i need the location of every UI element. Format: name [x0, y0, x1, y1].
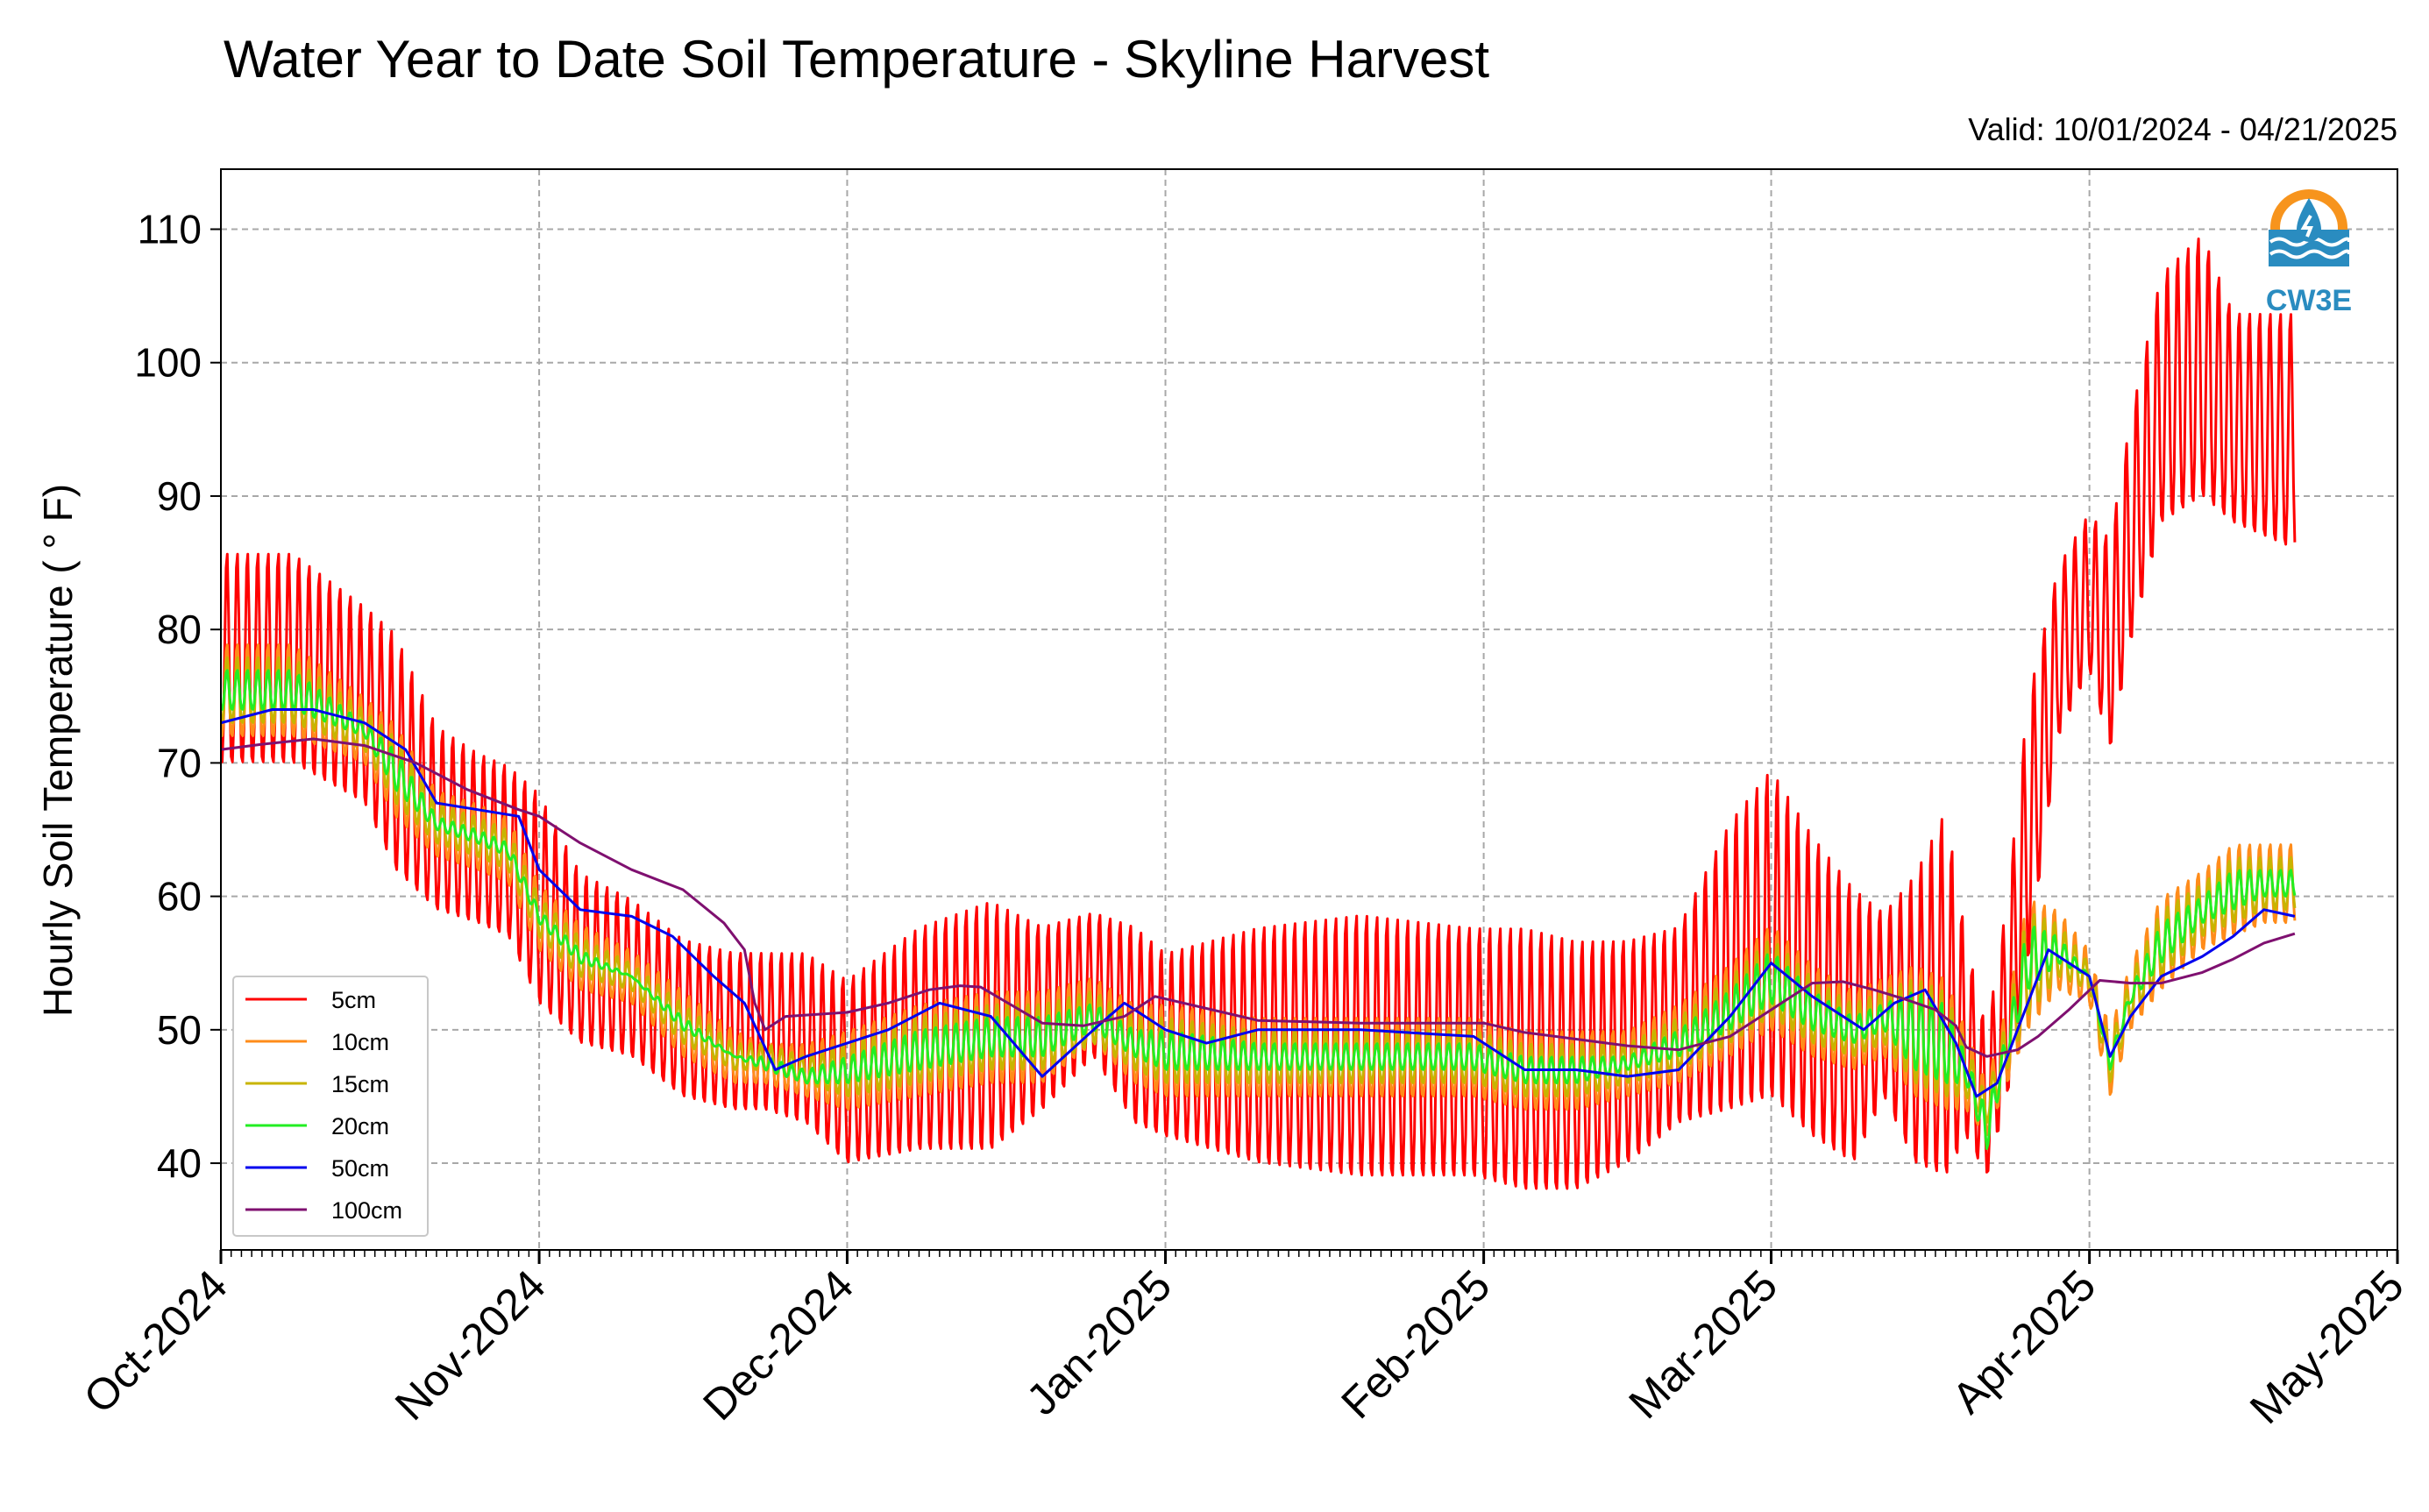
- x-tick-label: Oct-2024: [75, 1260, 237, 1423]
- x-tick-label: May-2025: [2241, 1260, 2413, 1433]
- legend-label-100cm: 100cm: [331, 1197, 402, 1224]
- y-axis-label: Hourly Soil Temperature ( ° F): [35, 484, 81, 1017]
- legend-label-20cm: 20cm: [331, 1113, 389, 1139]
- legend-label-5cm: 5cm: [331, 987, 376, 1013]
- y-tick-label: 40: [157, 1140, 202, 1186]
- y-tick-label: 80: [157, 607, 202, 652]
- series-line-5cm: [221, 238, 2297, 1190]
- y-tick-label: 50: [157, 1007, 202, 1053]
- series-line-50cm: [221, 708, 2296, 1098]
- x-tick-label: Jan-2025: [1017, 1260, 1181, 1424]
- x-tick-label: Dec-2024: [693, 1260, 863, 1430]
- chart-title: Water Year to Date Soil Temperature - Sk…: [224, 30, 1489, 89]
- legend-label-10cm: 10cm: [331, 1029, 389, 1055]
- y-tick-label: 110: [138, 207, 202, 252]
- legend-label-50cm: 50cm: [331, 1155, 389, 1182]
- legend-label-15cm: 15cm: [331, 1071, 389, 1097]
- cw3e-logo: CW3E: [2266, 189, 2352, 317]
- x-tick-label: Apr-2025: [1942, 1260, 2105, 1423]
- x-tick-label: Mar-2025: [1619, 1260, 1786, 1428]
- legend: 5cm 10cm 15cm 20cm 50cm 100cm: [232, 976, 429, 1237]
- y-tick-label: 60: [157, 874, 202, 919]
- x-tick-label: Feb-2025: [1332, 1260, 1499, 1428]
- y-tick-label: 70: [157, 740, 202, 785]
- series-group: [221, 238, 2297, 1190]
- x-tick-label: Nov-2024: [386, 1260, 555, 1430]
- logo-text: CW3E: [2266, 284, 2352, 317]
- logo-drop-highlight-icon: [2300, 215, 2313, 238]
- y-tick-label: 90: [157, 473, 202, 519]
- y-tick-label: 100: [134, 340, 202, 386]
- series-line-100cm: [221, 737, 2296, 1058]
- series-line-20cm: [221, 669, 2297, 1150]
- logo-wave-line-icon: [2269, 249, 2351, 259]
- valid-range-label: Valid: 10/01/2024 - 04/21/2025: [1968, 111, 2397, 147]
